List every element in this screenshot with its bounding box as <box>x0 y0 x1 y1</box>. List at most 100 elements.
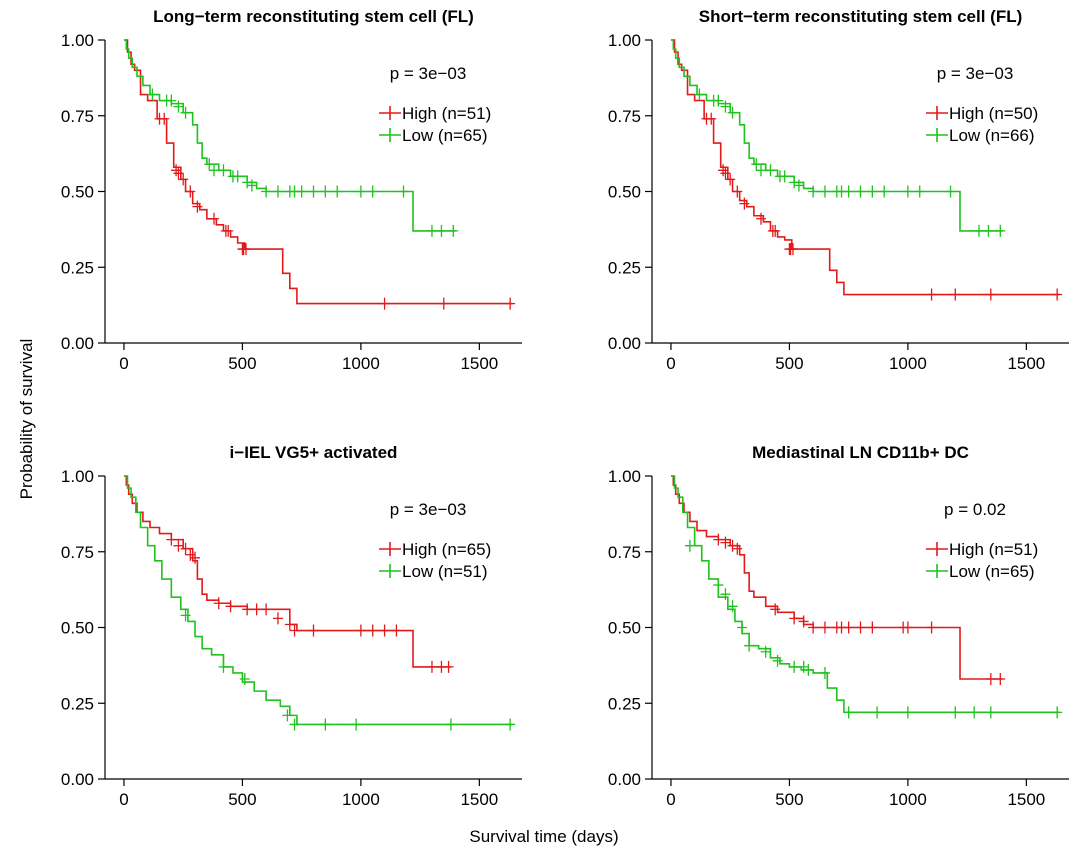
censor-mark-low <box>1052 706 1063 719</box>
censor-mark-low <box>879 185 890 198</box>
panel-3: i−IEL VG5+ activated 0.00 0.25 0.50 0.75 1.00… <box>61 443 522 809</box>
censor-mark-low <box>355 185 366 198</box>
censor-mark-high <box>438 297 449 310</box>
legend-symbol-low <box>926 128 948 142</box>
panel-title: Mediastinal LN CD11b+ DC <box>752 443 969 462</box>
censor-mark-low <box>720 100 731 113</box>
censor-mark-low <box>320 185 331 198</box>
censor-mark-high <box>727 539 738 552</box>
y-tick-label: 0.25 <box>608 694 641 713</box>
y-tick-label: 1.00 <box>61 467 94 486</box>
censor-mark-low <box>320 718 331 731</box>
x-tick-label: 500 <box>775 354 803 373</box>
x-tick-label: 0 <box>666 790 675 809</box>
y-tick-label: 0.50 <box>61 619 94 638</box>
censor-mark-high <box>180 542 191 555</box>
panels: Long−term reconstituting stem cell (FL) 0… <box>61 7 1069 809</box>
censor-mark-high <box>284 618 295 631</box>
censor-mark-low <box>798 660 809 673</box>
y-axis-title: Probability of survival <box>17 339 36 500</box>
censor-mark-low <box>808 185 819 198</box>
x-tick-label: 0 <box>119 354 128 373</box>
censor-mark-low <box>332 185 343 198</box>
censor-mark-low <box>727 106 738 119</box>
legend-label-low: Low (n=51) <box>402 562 488 581</box>
censor-mark-low <box>713 579 724 592</box>
legend-symbol-high <box>379 106 401 120</box>
censor-mark-high <box>505 297 516 310</box>
km-curve-low <box>123 475 513 726</box>
censor-mark-high <box>718 164 729 177</box>
censor-mark-low <box>765 164 776 177</box>
legend-symbol-low <box>379 564 401 578</box>
censor-mark-low <box>445 718 456 731</box>
y-tick-label: 0.00 <box>61 334 94 353</box>
censor-mark-low <box>448 224 459 237</box>
legend-symbol-high <box>379 542 401 556</box>
censor-mark-low <box>289 718 300 731</box>
censor-mark-low <box>819 185 830 198</box>
censor-mark-low <box>232 170 243 183</box>
x-axis-title: Survival time (days) <box>469 827 618 846</box>
legend-symbol-low <box>926 564 948 578</box>
censor-mark-high <box>379 297 390 310</box>
p-value-label: p = 3e−03 <box>390 500 467 519</box>
censor-mark-high <box>732 542 743 555</box>
censor-mark-low <box>950 706 961 719</box>
censor-mark-high <box>443 660 454 673</box>
censor-mark-low <box>684 539 695 552</box>
censor-mark-high <box>713 533 724 546</box>
y-tick-label: 0.00 <box>608 334 641 353</box>
censor-mark-low <box>985 706 996 719</box>
y-tick-label: 0.75 <box>61 543 94 562</box>
censor-mark-high <box>720 167 731 180</box>
censor-mark-high <box>308 624 319 637</box>
censor-mark-low <box>208 164 219 177</box>
censor-mark-low <box>246 179 257 192</box>
legend-label-low: Low (n=65) <box>949 562 1035 581</box>
censor-mark-high <box>902 621 913 634</box>
censor-mark-low <box>426 224 437 237</box>
censor-mark-high <box>192 200 203 213</box>
y-tick-label: 1.00 <box>608 467 641 486</box>
y-tick-label: 0.50 <box>608 183 641 202</box>
censor-mark-high <box>355 624 366 637</box>
x-tick-label: 1500 <box>1007 354 1045 373</box>
censor-mark-low <box>398 185 409 198</box>
censor-mark-low <box>819 666 830 679</box>
censor-mark-low <box>180 609 191 622</box>
censor-mark-high <box>789 612 800 625</box>
censor-mark-high <box>798 615 809 628</box>
censor-mark-high <box>261 603 272 616</box>
censor-mark-low <box>902 706 913 719</box>
y-tick-label: 1.00 <box>61 31 94 50</box>
x-tick-label: 1000 <box>342 790 380 809</box>
legend-symbol-high <box>926 106 948 120</box>
y-tick-label: 0.75 <box>608 107 641 126</box>
censor-mark-low <box>239 673 250 686</box>
x-tick-label: 500 <box>228 790 256 809</box>
panel-2: Short−term reconstituting stem cell (FL)… <box>608 7 1069 373</box>
censor-mark-high <box>379 624 390 637</box>
censor-mark-low <box>242 176 253 189</box>
y-tick-label: 0.25 <box>608 258 641 277</box>
y-tick-label: 0.25 <box>61 258 94 277</box>
censor-mark-low <box>843 706 854 719</box>
x-tick-label: 1500 <box>460 354 498 373</box>
legend-label-high: High (n=65) <box>402 540 491 559</box>
censor-mark-low <box>737 621 748 634</box>
x-tick-label: 1000 <box>889 790 927 809</box>
censor-mark-low <box>751 158 762 171</box>
censor-mark-low <box>727 600 738 613</box>
censor-mark-high <box>985 288 996 301</box>
censor-mark-high <box>367 624 378 637</box>
censor-mark-high <box>185 548 196 561</box>
censor-mark-high <box>855 621 866 634</box>
panel-title: Long−term reconstituting stem cell (FL) <box>153 7 474 26</box>
censor-mark-high <box>240 243 251 256</box>
censor-mark-low <box>855 185 866 198</box>
censor-mark-low <box>995 224 1006 237</box>
censor-mark-low <box>983 224 994 237</box>
censor-mark-high <box>426 660 437 673</box>
